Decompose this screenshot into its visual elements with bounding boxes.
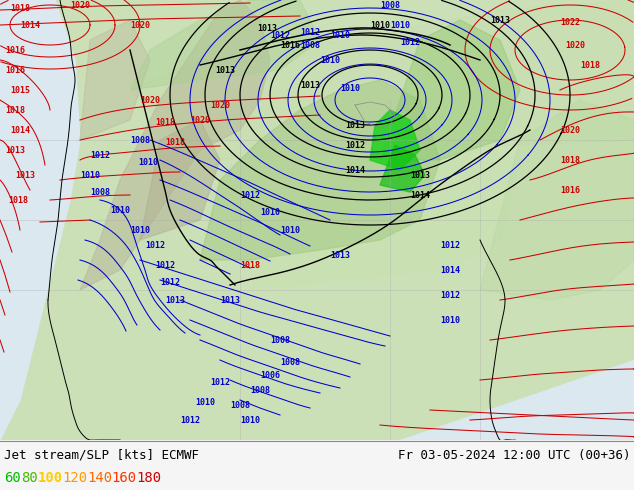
Text: 1010: 1010 bbox=[195, 397, 215, 407]
Text: 1010: 1010 bbox=[80, 171, 100, 179]
Text: 1020: 1020 bbox=[130, 21, 150, 29]
Text: 80: 80 bbox=[21, 471, 38, 485]
Text: 1012: 1012 bbox=[90, 150, 110, 160]
Text: 60: 60 bbox=[4, 471, 21, 485]
Text: 1012: 1012 bbox=[300, 27, 320, 36]
Text: 1014: 1014 bbox=[440, 266, 460, 274]
Text: 1008: 1008 bbox=[380, 0, 400, 9]
Text: 100: 100 bbox=[38, 471, 63, 485]
Polygon shape bbox=[250, 140, 520, 290]
Text: 1010: 1010 bbox=[280, 225, 300, 235]
Text: 1022: 1022 bbox=[560, 18, 580, 26]
Text: 1013: 1013 bbox=[215, 66, 235, 74]
Text: 1016: 1016 bbox=[560, 186, 580, 195]
Polygon shape bbox=[370, 110, 420, 170]
Text: 1012: 1012 bbox=[400, 38, 420, 47]
Text: 1012: 1012 bbox=[210, 377, 230, 387]
Text: 1014: 1014 bbox=[10, 125, 30, 135]
Text: 1013: 1013 bbox=[165, 295, 185, 304]
Text: 1010: 1010 bbox=[390, 21, 410, 29]
Polygon shape bbox=[200, 80, 440, 260]
Text: 1010: 1010 bbox=[320, 55, 340, 65]
Text: 1010: 1010 bbox=[130, 225, 150, 235]
Text: 1010: 1010 bbox=[340, 83, 360, 93]
Text: 1010: 1010 bbox=[330, 30, 350, 40]
Text: 1018: 1018 bbox=[165, 138, 185, 147]
Text: 1010: 1010 bbox=[440, 316, 460, 324]
Text: 1015: 1015 bbox=[10, 85, 30, 95]
Text: 1014: 1014 bbox=[410, 191, 430, 199]
Text: 1008: 1008 bbox=[300, 41, 320, 49]
Text: 180: 180 bbox=[136, 471, 161, 485]
Text: 1010: 1010 bbox=[110, 205, 130, 215]
Text: 1020: 1020 bbox=[560, 125, 580, 135]
Polygon shape bbox=[400, 360, 634, 440]
Text: 1018: 1018 bbox=[240, 261, 260, 270]
Text: 1018: 1018 bbox=[5, 105, 25, 115]
Polygon shape bbox=[0, 0, 634, 440]
Text: 1008: 1008 bbox=[130, 136, 150, 145]
Text: 1013: 1013 bbox=[345, 121, 365, 129]
Text: 1018: 1018 bbox=[8, 196, 28, 204]
Text: 1012: 1012 bbox=[345, 141, 365, 149]
Text: 1018: 1018 bbox=[155, 118, 175, 126]
Text: 1013: 1013 bbox=[220, 295, 240, 304]
Text: 160: 160 bbox=[112, 471, 136, 485]
Text: 1014: 1014 bbox=[345, 166, 365, 174]
Text: 1016: 1016 bbox=[280, 41, 300, 49]
Text: 1013: 1013 bbox=[300, 80, 320, 90]
Text: 1020: 1020 bbox=[190, 116, 210, 124]
Text: 1013: 1013 bbox=[490, 16, 510, 24]
Text: 1014: 1014 bbox=[20, 21, 40, 29]
Text: 1020: 1020 bbox=[210, 100, 230, 109]
Text: 1013: 1013 bbox=[15, 171, 35, 179]
Text: 1012: 1012 bbox=[160, 277, 180, 287]
Text: 1010: 1010 bbox=[240, 416, 260, 424]
Polygon shape bbox=[480, 100, 634, 300]
Text: 1012: 1012 bbox=[155, 261, 175, 270]
Polygon shape bbox=[140, 120, 220, 240]
Text: Jet stream/SLP [kts] ECMWF: Jet stream/SLP [kts] ECMWF bbox=[4, 448, 199, 462]
Text: 1018: 1018 bbox=[560, 155, 580, 165]
Text: 1018: 1018 bbox=[10, 3, 30, 13]
Text: 1010: 1010 bbox=[260, 207, 280, 217]
Polygon shape bbox=[0, 0, 634, 440]
Text: 1016: 1016 bbox=[5, 46, 25, 54]
Text: 1010: 1010 bbox=[138, 157, 158, 167]
Polygon shape bbox=[130, 0, 320, 90]
Text: 1013: 1013 bbox=[257, 24, 277, 32]
Text: 1012: 1012 bbox=[145, 241, 165, 249]
Text: 1010: 1010 bbox=[370, 21, 390, 29]
Polygon shape bbox=[80, 0, 270, 290]
Text: 1008: 1008 bbox=[270, 336, 290, 344]
Text: 1008: 1008 bbox=[250, 386, 270, 394]
Text: 1012: 1012 bbox=[440, 241, 460, 249]
Text: 1020: 1020 bbox=[565, 41, 585, 49]
Text: 1020: 1020 bbox=[70, 0, 90, 9]
Text: 1013: 1013 bbox=[330, 250, 350, 260]
Polygon shape bbox=[380, 20, 520, 160]
Text: 1013: 1013 bbox=[5, 146, 25, 154]
Text: 1008: 1008 bbox=[280, 358, 300, 367]
Text: Fr 03-05-2024 12:00 UTC (00+36): Fr 03-05-2024 12:00 UTC (00+36) bbox=[398, 448, 630, 462]
Text: 1008: 1008 bbox=[90, 188, 110, 196]
Text: 1012: 1012 bbox=[180, 416, 200, 424]
Text: 1018: 1018 bbox=[580, 60, 600, 70]
Text: 140: 140 bbox=[87, 471, 112, 485]
Polygon shape bbox=[380, 145, 425, 192]
Polygon shape bbox=[0, 0, 80, 440]
Text: 120: 120 bbox=[63, 471, 87, 485]
Text: 1008: 1008 bbox=[230, 400, 250, 410]
Text: 1012: 1012 bbox=[270, 30, 290, 40]
Text: 1016: 1016 bbox=[5, 66, 25, 74]
Polygon shape bbox=[0, 0, 634, 440]
Polygon shape bbox=[80, 20, 150, 140]
Text: 1012: 1012 bbox=[440, 291, 460, 299]
Text: 1006: 1006 bbox=[260, 370, 280, 380]
Text: 1012: 1012 bbox=[240, 191, 260, 199]
Text: 1013: 1013 bbox=[410, 171, 430, 179]
Text: 1020: 1020 bbox=[140, 96, 160, 104]
Polygon shape bbox=[130, 0, 634, 160]
